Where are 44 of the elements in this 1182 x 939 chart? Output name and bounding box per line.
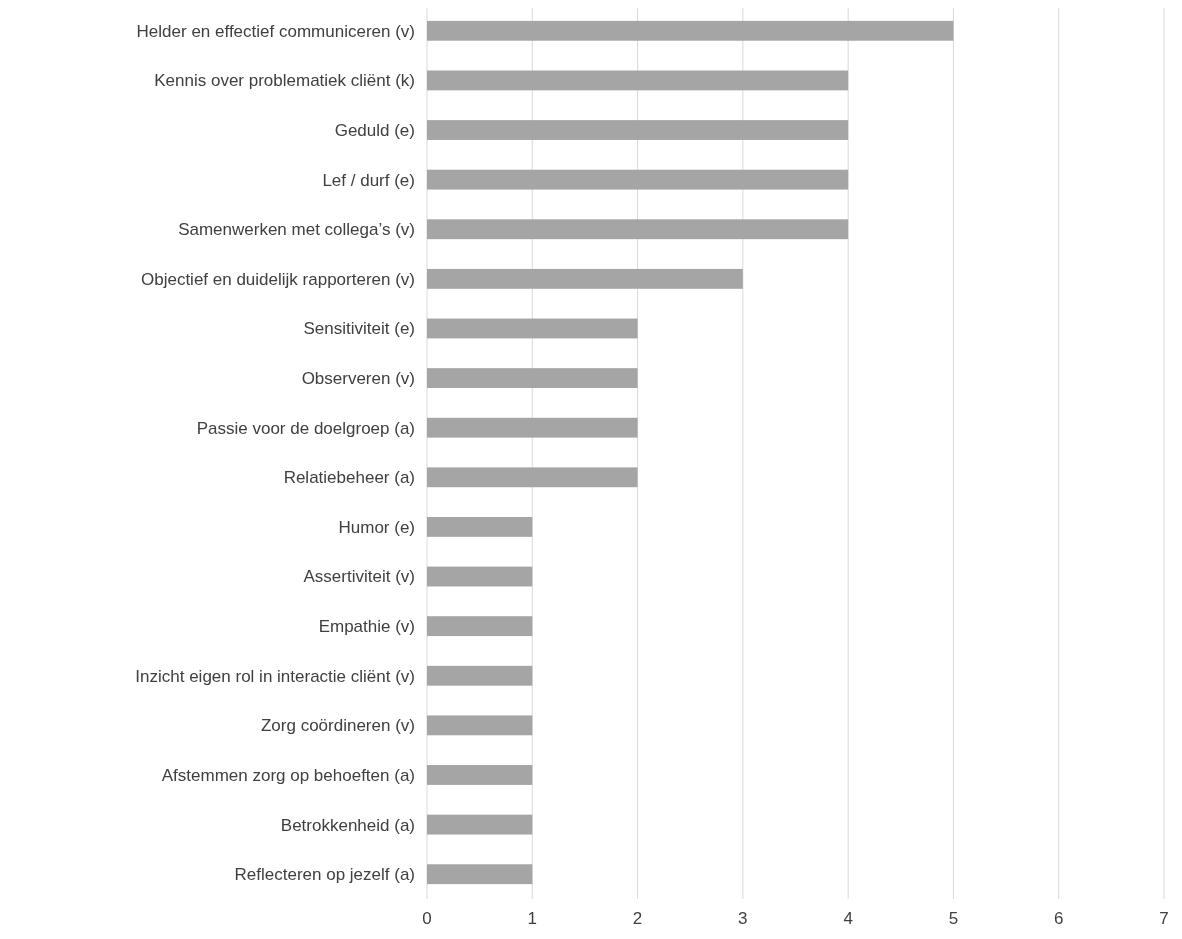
bar: [427, 417, 638, 438]
y-tick-label: Empathie (v): [318, 617, 415, 637]
bar: [427, 368, 638, 389]
y-tick-label: Betrokkenheid (a): [280, 815, 415, 835]
bar: [427, 120, 849, 140]
bar: [427, 219, 849, 240]
bar: [427, 467, 638, 488]
y-tick-label: Objectief en duidelijk rapporteren (v): [140, 269, 415, 289]
bar: [427, 765, 533, 785]
x-tick-label: 0: [422, 909, 432, 928]
y-tick-label: Lef / durf (e): [322, 170, 415, 190]
bar: [427, 715, 533, 736]
y-tick-label: Assertiviteit (v): [303, 567, 415, 587]
y-tick-label: Inzicht eigen rol in interactie cliënt (v): [135, 666, 415, 686]
y-tick-label: Kennis over problematiek cliënt (k): [154, 71, 415, 91]
y-tick-label: Passie voor de doelgroep (a): [196, 418, 415, 438]
y-tick-label: Relatiebeheer (a): [283, 468, 415, 488]
x-tick-label: 7: [1159, 909, 1169, 928]
y-tick-label: Geduld (e): [334, 120, 415, 140]
bar: [427, 616, 533, 637]
bar: [427, 70, 849, 91]
x-tick-label: 5: [948, 909, 959, 928]
y-tick-label: Samenwerken met collega’s (v): [178, 220, 415, 240]
bar: [427, 665, 533, 686]
bar: [427, 864, 533, 885]
x-tick-label: 3: [738, 909, 748, 928]
x-tick-label: 6: [1053, 909, 1064, 928]
y-tick-label: Observeren (v): [301, 369, 415, 389]
y-tick-label: Reflecteren op jezelf (a): [234, 865, 415, 885]
bar: [427, 20, 954, 41]
y-tick-label: Humor (e): [338, 517, 415, 537]
bar: [427, 268, 743, 289]
bar: [427, 169, 849, 190]
bar: [427, 318, 638, 339]
y-tick-label: Zorg coördineren (v): [260, 716, 415, 736]
y-tick-label: Sensitiviteit (e): [303, 319, 415, 339]
y-tick-label: Helder en effectief communiceren (v): [136, 21, 415, 41]
y-tick-label: Afstemmen zorg op behoeften (a): [161, 765, 415, 785]
bar: [427, 566, 533, 587]
bar: [427, 814, 533, 835]
x-tick-label: 4: [843, 909, 853, 928]
bar: [427, 516, 533, 537]
x-tick-label: 1: [527, 909, 538, 928]
x-tick-label: 2: [632, 909, 643, 928]
